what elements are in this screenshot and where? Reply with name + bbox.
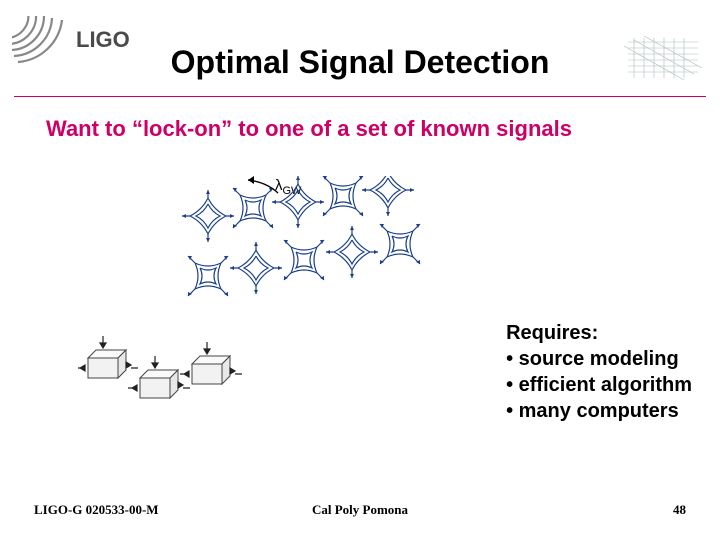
corner-decoration-icon <box>624 36 702 84</box>
slide-header: LIGO Optimal Signal Detection <box>0 16 720 96</box>
requires-block: Requires: • source modeling • efficient … <box>506 320 692 424</box>
requires-heading: Requires: <box>506 320 692 346</box>
logo-arcs-icon <box>12 16 72 64</box>
title-underline <box>14 96 706 97</box>
requires-item: • many computers <box>506 398 692 424</box>
gravitational-wave-diagram-icon <box>78 176 478 404</box>
logo: LIGO <box>12 16 130 64</box>
tagline-text: Want to “lock-on” to one of a set of kno… <box>46 116 572 142</box>
doc-id: LIGO-G 020533-00-M <box>34 502 159 518</box>
slide-footer: LIGO-G 020533-00-M Cal Poly Pomona 48 <box>0 502 720 518</box>
page-number: 48 <box>673 502 686 518</box>
requires-item: • efficient algorithm <box>506 372 692 398</box>
requires-item: • source modeling <box>506 346 692 372</box>
venue: Cal Poly Pomona <box>312 502 408 518</box>
logo-text: LIGO <box>76 27 130 53</box>
